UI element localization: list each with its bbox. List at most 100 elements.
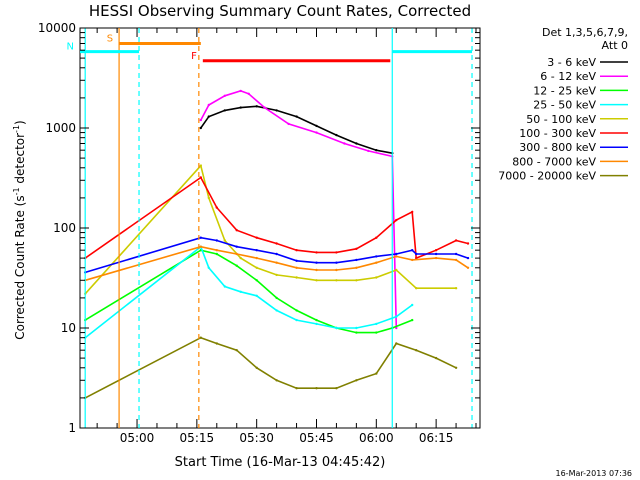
data-point <box>335 251 338 254</box>
data-point <box>207 115 210 118</box>
data-point <box>215 206 218 209</box>
interval-label: F <box>191 51 197 62</box>
data-point <box>434 249 438 252</box>
data-point <box>199 176 202 179</box>
data-point <box>411 210 414 214</box>
data-point <box>355 142 358 145</box>
legend-label: 300 - 800 keV <box>519 141 596 154</box>
data-point <box>375 331 378 334</box>
data-point <box>466 242 470 245</box>
data-point <box>255 366 258 369</box>
data-point <box>315 261 318 264</box>
data-point <box>315 387 318 390</box>
plot-frame <box>79 27 481 429</box>
data-point <box>255 256 258 260</box>
data-point <box>395 252 398 256</box>
series-0 <box>199 105 394 155</box>
data-point <box>395 218 398 222</box>
data-point <box>375 236 378 239</box>
data-point <box>355 326 358 330</box>
y-axis-label-end: ) <box>13 120 27 125</box>
data-point <box>411 303 414 307</box>
data-point <box>239 89 242 93</box>
series-line <box>200 105 393 154</box>
data-point <box>295 276 298 279</box>
data-point <box>335 279 338 282</box>
data-point <box>415 252 418 256</box>
interval-label: N <box>67 42 74 53</box>
data-point <box>355 279 358 282</box>
data-point <box>255 105 258 108</box>
y-tick-label: 1 <box>68 421 76 435</box>
data-point <box>335 261 338 264</box>
x-tick-label: 05:30 <box>239 431 274 445</box>
data-point <box>223 285 226 288</box>
data-point <box>255 236 258 239</box>
data-point <box>355 331 358 334</box>
x-axis-label: Start Time (16-Mar-13 04:45:42) <box>175 455 386 470</box>
data-point <box>466 266 470 269</box>
legend-label: 7000 - 20000 keV <box>498 170 596 183</box>
data-point <box>223 94 226 98</box>
series-4 <box>84 164 458 295</box>
data-point <box>295 266 298 269</box>
data-point <box>207 196 210 200</box>
data-point <box>239 106 242 109</box>
chart-title: HESSI Observing Summary Count Rates, Cor… <box>89 2 471 20</box>
data-point <box>275 109 278 112</box>
data-point <box>255 294 258 297</box>
series-6 <box>84 236 470 274</box>
data-point <box>375 276 378 279</box>
data-point <box>199 118 202 122</box>
data-point <box>466 256 470 260</box>
y-tick-label: 10000 <box>38 21 76 35</box>
y-axis-label-sup1: -1 <box>12 187 21 195</box>
data-point <box>415 256 418 260</box>
data-point <box>343 142 346 145</box>
legend-label: 50 - 100 keV <box>526 113 596 126</box>
data-point <box>315 268 318 272</box>
data-point <box>375 255 378 258</box>
data-point <box>454 258 458 262</box>
data-point <box>287 122 290 126</box>
data-point <box>434 252 438 256</box>
data-point <box>215 252 218 256</box>
series-line <box>84 245 469 282</box>
data-point <box>355 247 358 250</box>
data-point <box>355 379 358 382</box>
y-axis-label-mid: detector <box>13 133 27 188</box>
data-point <box>275 273 278 277</box>
data-point <box>207 103 210 107</box>
data-point <box>355 266 358 269</box>
data-point <box>411 258 414 262</box>
y-tick-label: 1000 <box>45 121 76 135</box>
data-point <box>215 342 218 345</box>
series-8 <box>84 336 458 400</box>
series-2 <box>84 249 414 334</box>
data-point <box>235 264 238 267</box>
data-point <box>275 296 278 300</box>
interval-label: S <box>107 33 113 44</box>
data-point <box>315 124 318 128</box>
data-point <box>411 249 414 252</box>
data-point <box>207 266 210 269</box>
y-axis-label: Corrected Count Rate (s-1 detector-1) <box>12 120 27 339</box>
data-point <box>395 268 398 272</box>
data-point <box>295 249 298 252</box>
data-point <box>434 256 438 260</box>
x-tick-label: 06:15 <box>419 431 454 445</box>
data-point <box>255 249 258 252</box>
data-point <box>247 92 250 96</box>
data-point <box>335 268 338 272</box>
data-point <box>199 245 202 248</box>
data-point <box>375 261 378 264</box>
data-point <box>434 356 438 360</box>
x-tick-label: 05:00 <box>120 431 155 445</box>
data-point <box>255 266 258 269</box>
legend-header-line2: Att 0 <box>602 39 628 52</box>
data-point <box>315 131 318 134</box>
legend-header-line1: Det 1,3,5,6,7,9, <box>542 26 628 39</box>
data-point <box>255 279 258 282</box>
